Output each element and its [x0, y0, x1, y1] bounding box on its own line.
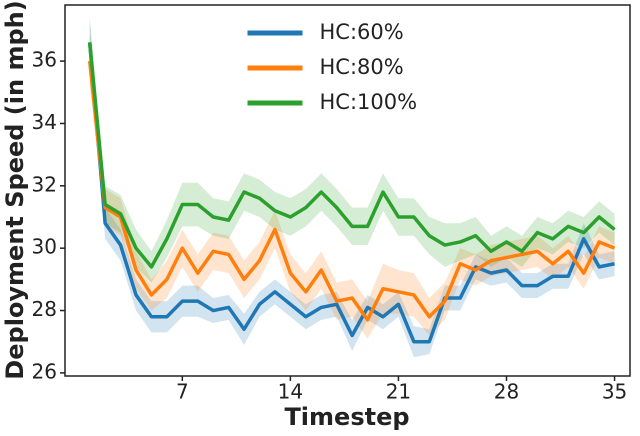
- y-tick-label: 36: [32, 48, 57, 72]
- x-axis-label: Timestep: [284, 403, 409, 431]
- legend-label: HC:60%: [320, 20, 404, 44]
- y-tick-label: 28: [32, 297, 57, 321]
- legend-label: HC:80%: [320, 55, 404, 79]
- y-tick-label: 34: [32, 110, 57, 134]
- x-tick-label: 21: [386, 380, 411, 404]
- line: [87, 42, 615, 344]
- error-band: [89, 20, 615, 358]
- error-band: [89, 36, 615, 339]
- y-tick-label: 32: [32, 172, 57, 196]
- x-tick-label: 35: [602, 380, 627, 404]
- x-tick-label: 28: [494, 380, 519, 404]
- x-tick-label: 7: [176, 380, 189, 404]
- x-tick-label: 14: [278, 380, 303, 404]
- y-axis-label: Deployment Speed (in mph): [1, 0, 29, 379]
- plot-frame: [64, 4, 631, 377]
- line: [87, 60, 616, 322]
- error-band: [89, 17, 615, 283]
- y-tick-label: 26: [32, 359, 57, 383]
- y-tick-label: 30: [32, 235, 57, 259]
- legend-label: HC:100%: [320, 90, 418, 114]
- line: [87, 42, 616, 269]
